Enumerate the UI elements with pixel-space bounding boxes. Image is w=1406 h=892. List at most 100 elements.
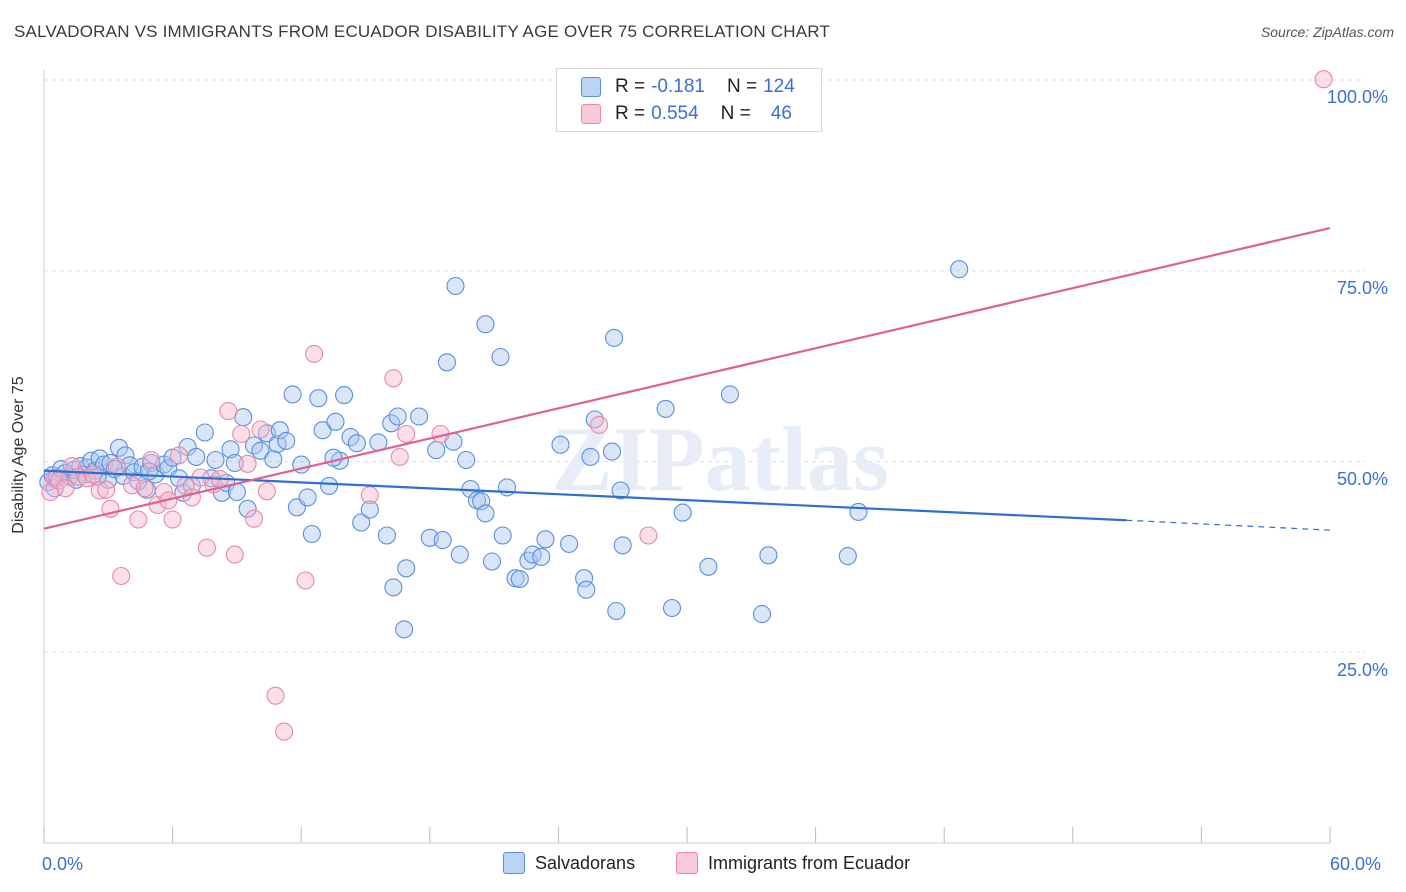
salvadorans-point-77 (427, 441, 446, 460)
salvadorans-point-57 (302, 524, 321, 544)
salvadorans-point-111 (699, 557, 718, 576)
legend-label-ecuador: Immigrants from Ecuador (708, 852, 911, 873)
salvadorans-point-93 (532, 547, 551, 566)
ecuador-point-45 (639, 526, 658, 545)
salvadorans-point-60 (320, 476, 339, 495)
salvadorans-point-59 (313, 421, 332, 440)
ecuador-point-28 (219, 402, 238, 421)
salvadorans-point-75 (410, 407, 429, 426)
ecuador-point-34 (257, 482, 276, 501)
trend-lines (43, 226, 1331, 531)
salvadorans-point-71 (388, 407, 407, 426)
ecuador-points (41, 70, 1333, 741)
salvadorans-point-66 (352, 513, 371, 532)
salvadorans-point-102 (581, 447, 600, 466)
ecuador-point-25 (197, 538, 216, 557)
legend-swatch-blue (503, 852, 525, 874)
r-value: 0.554 (651, 103, 699, 124)
salvadorans-point-112 (720, 385, 739, 404)
salvadorans-point-61 (326, 412, 345, 431)
salvadorans-point-43 (225, 453, 244, 473)
ecuador-point-14 (129, 510, 148, 529)
legend-swatch-pink (676, 852, 698, 874)
ecuador-point-46 (1314, 70, 1333, 89)
salvadorans-point-36 (187, 447, 206, 466)
ecuador-point-21 (169, 446, 189, 465)
salvadorans-point-116 (849, 502, 868, 521)
salvadorans-point-80 (450, 545, 469, 564)
ecuador-point-9 (97, 480, 116, 499)
ecuador-point-23 (182, 488, 201, 507)
ecuador-point-30 (232, 424, 251, 444)
salvadorans-trend-line (43, 469, 1127, 522)
ecuador-point-36 (275, 722, 294, 741)
ecuador-point-39 (360, 486, 379, 505)
ecuador-point-42 (397, 424, 416, 444)
salvadorans-point-90 (510, 569, 529, 589)
ecuador-point-12 (112, 566, 131, 586)
salvadorans-point-51 (270, 421, 289, 440)
salvadorans-point-94 (536, 530, 555, 549)
salvadorans-point-78 (433, 531, 452, 550)
salvadorans-point-74 (395, 620, 414, 639)
salvadorans-point-97 (476, 315, 495, 334)
ecuador-point-31 (238, 454, 257, 473)
salvadorans-trend-extension (1126, 519, 1331, 531)
salvadorans-point-47 (251, 441, 270, 460)
salvadorans-point-117 (560, 534, 579, 553)
salvadorans-point-115 (838, 547, 857, 566)
salvadorans-point-19 (109, 438, 129, 457)
salvadorans-point-63 (335, 386, 354, 405)
ecuador-point-16 (142, 450, 161, 470)
salvadorans-point-113 (752, 605, 772, 624)
salvadorans-point-70 (382, 414, 401, 433)
salvadorans-point-73 (384, 578, 403, 597)
salvadorans-point-69 (377, 526, 396, 545)
salvadorans-point-88 (497, 478, 517, 497)
n-value: 124 (763, 76, 795, 97)
ecuador-point-8 (90, 481, 109, 500)
x-tick-label-max: 60.0% (1330, 854, 1382, 874)
ecuador-point-40 (384, 369, 403, 388)
legend-swatch-pink (581, 104, 601, 124)
ecuador-point-33 (251, 420, 270, 439)
salvadorans-point-100 (575, 569, 594, 588)
salvadorans-point-95 (437, 353, 456, 372)
salvadorans-point-37 (195, 423, 214, 442)
ecuador-point-38 (305, 344, 324, 363)
salvadorans-point-65 (347, 434, 366, 453)
ecuador-point-11 (107, 457, 126, 476)
salvadorans-point-58 (309, 389, 328, 408)
salvadorans-point-45 (238, 499, 257, 518)
ecuador-point-7 (84, 465, 103, 484)
salvadorans-point-108 (656, 399, 675, 418)
r-label: R = (615, 103, 646, 124)
salvadorans-point-106 (611, 481, 630, 500)
salvadorans-point-109 (662, 598, 682, 618)
stats-legend: R = -0.181 N = 124 R = 0.554 N = 46 (556, 68, 822, 132)
salvadorans-point-107 (613, 536, 632, 555)
salvadorans-point-86 (482, 552, 502, 571)
series-legend-ecuador: Immigrants from Ecuador (676, 852, 910, 874)
y-tick-label-100: 100.0% (1327, 87, 1389, 107)
salvadorans-point-81 (457, 450, 476, 470)
y-tick-label-75: 75.0% (1337, 278, 1389, 298)
ecuador-point-29 (225, 545, 244, 564)
ecuador-trend-line (43, 226, 1331, 530)
ecuador-point-41 (390, 447, 409, 466)
x-tick-label-min: 0.0% (42, 854, 84, 874)
ecuador-point-3 (56, 479, 75, 498)
salvadorans-point-85 (476, 504, 495, 523)
salvadorans-point-52 (277, 431, 296, 450)
y-axis-label: Disability Age Over 75 (10, 376, 27, 534)
salvadorans-point-42 (221, 440, 240, 459)
ecuador-point-20 (163, 510, 182, 529)
salvadorans-point-123 (324, 448, 343, 467)
salvadorans-point-49 (264, 450, 283, 469)
r-label: R = (615, 76, 646, 97)
salvadorans-point-67 (360, 500, 379, 519)
salvadorans-point-96 (446, 276, 465, 296)
source-label: Source: ZipAtlas.com (1260, 24, 1394, 40)
salvadorans-point-110 (673, 503, 692, 522)
